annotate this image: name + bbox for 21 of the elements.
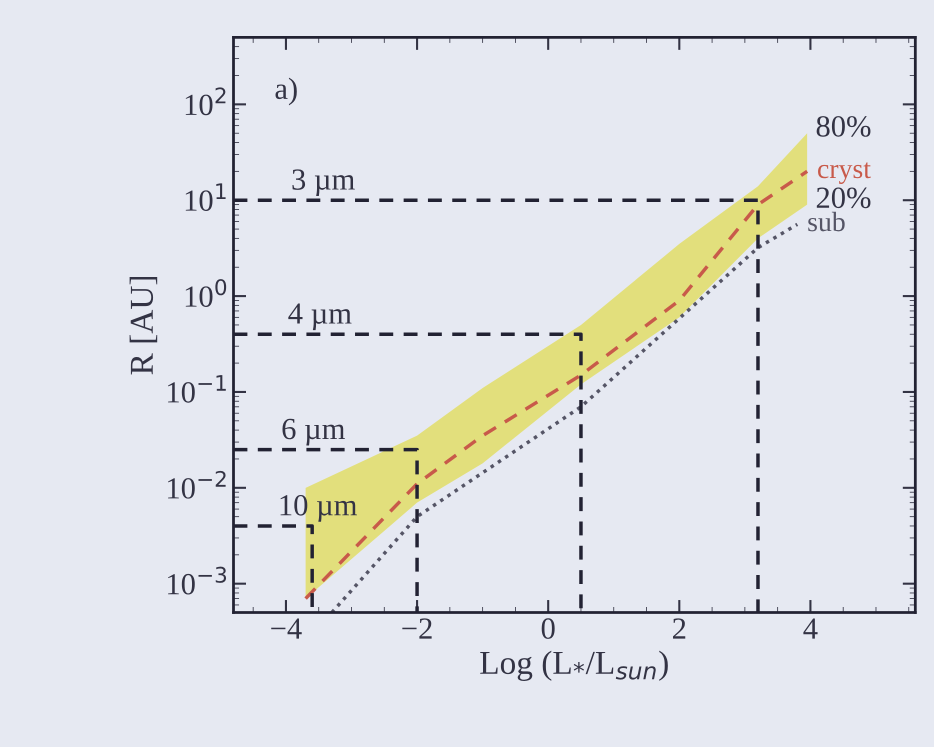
x-tick-label: −4 (271, 618, 302, 639)
x-tick-label: 2 (673, 618, 686, 639)
y-tick-label: 10$^{−2}$ (168, 470, 226, 499)
y-tick-label: 10$^{1}$ (186, 183, 226, 211)
series-label: sub (808, 212, 845, 232)
y-tick-label: 10$^{0}$ (186, 279, 226, 307)
y-tick-label: 10$^{2}$ (186, 87, 226, 116)
annotation: 80% (816, 116, 870, 137)
series-label: cryst (818, 162, 871, 184)
annotation: a) (275, 78, 297, 106)
x-tick-label: −2 (402, 618, 432, 639)
annotation: 3 µm (292, 169, 355, 196)
x-axis-title: Log (L$_{*}$/L$_{sun}$) (480, 650, 668, 681)
annotation: 6 µm (282, 418, 345, 446)
y-axis-title: R [AU] (130, 276, 158, 374)
y-tick-label: 10$^{−1}$ (168, 375, 226, 403)
x-tick-label: 0 (542, 618, 555, 639)
annotation: 4 µm (288, 303, 352, 330)
y-tick-label: 10$^{−3}$ (168, 566, 226, 595)
x-tick-label: 4 (803, 618, 818, 639)
annotation: 20% (816, 187, 870, 208)
